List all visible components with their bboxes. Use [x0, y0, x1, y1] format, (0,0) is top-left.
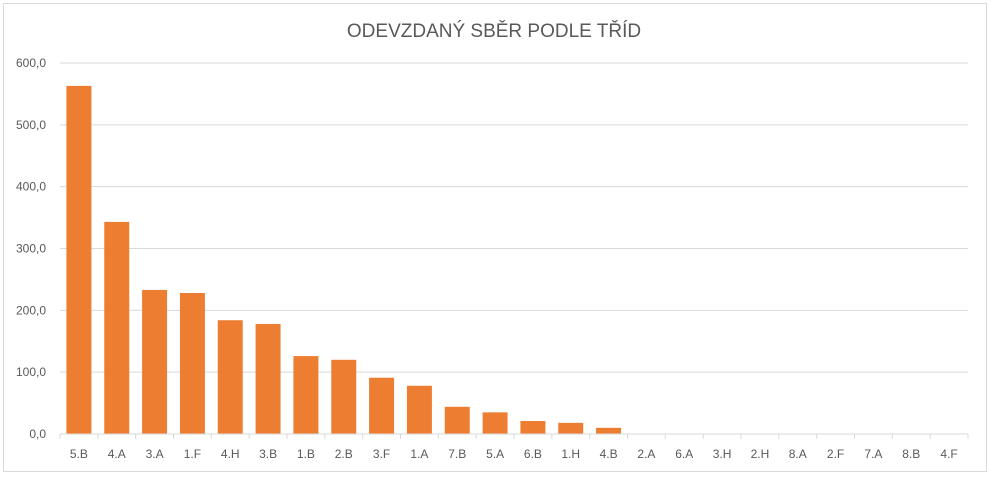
x-tick-label: 2.F: [827, 447, 844, 461]
x-tick-label: 4.H: [221, 447, 240, 461]
x-axis: [59, 433, 969, 439]
bar: [596, 427, 622, 434]
x-tick-label: 6.A: [675, 447, 693, 461]
x-tick-label: 1.B: [297, 447, 315, 461]
y-axis-ticks: 0,0 100,0 200,0 300,0 400,0 500,0 600,0: [16, 56, 46, 441]
y-tick-label: 0,0: [29, 427, 46, 441]
x-tick-label: 8.A: [789, 447, 807, 461]
bar: [558, 422, 584, 434]
x-tick-label: 3.H: [713, 447, 732, 461]
x-tick-label: 6.B: [524, 447, 542, 461]
x-tick-label: 7.B: [448, 447, 466, 461]
x-tick-label: 5.A: [486, 447, 504, 461]
x-axis-ticks: 5.B 4.A 3.A 1.F 4.H 3.B 1.B 2.B 3.F 1.A 7.B 5.A 6.B 1…: [70, 447, 958, 461]
bar: [179, 293, 205, 434]
bar: [104, 221, 130, 434]
x-tick-label: 3.F: [373, 447, 390, 461]
y-tick-label: 500,0: [16, 118, 46, 132]
x-tick-label: 7.A: [864, 447, 882, 461]
y-tick-label: 400,0: [16, 180, 46, 194]
x-tick-label: 1.F: [184, 447, 201, 461]
bar: [482, 412, 508, 434]
x-tick-label: 5.B: [70, 447, 88, 461]
y-tick-label: 300,0: [16, 242, 46, 256]
bars: [66, 85, 622, 435]
bar: [406, 385, 432, 434]
bar: [217, 320, 243, 434]
bar: [369, 377, 395, 434]
gridlines: [60, 62, 968, 373]
x-tick-label: 8.B: [902, 447, 920, 461]
y-tick-label: 600,0: [16, 56, 46, 70]
x-tick-label: 4.A: [108, 447, 126, 461]
x-tick-label: 2.H: [751, 447, 770, 461]
bar: [331, 359, 357, 434]
x-tick-label: 2.A: [637, 447, 655, 461]
x-tick-label: 1.A: [410, 447, 428, 461]
bar: [255, 323, 281, 434]
x-tick-label: 1.H: [561, 447, 580, 461]
bar: [293, 356, 319, 434]
bar: [444, 406, 470, 434]
x-tick-label: 3.B: [259, 447, 277, 461]
x-tick-label: 4.B: [600, 447, 618, 461]
x-tick-label: 3.A: [146, 447, 164, 461]
bar: [142, 289, 168, 434]
y-tick-label: 100,0: [16, 365, 46, 379]
y-tick-label: 200,0: [16, 303, 46, 317]
bar: [66, 85, 92, 435]
x-tick-label: 4.F: [940, 447, 957, 461]
x-tick-label: 2.B: [335, 447, 353, 461]
bar: [520, 421, 546, 434]
chart-title: ODEVZDANÝ SBĚR PODLE TŘÍD: [347, 20, 641, 42]
